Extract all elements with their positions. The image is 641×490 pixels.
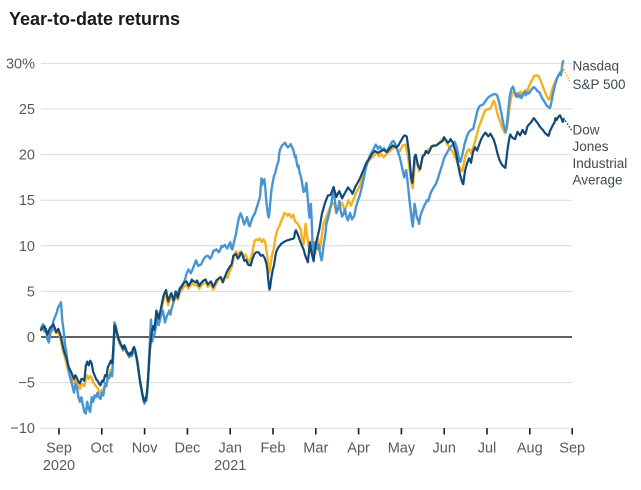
svg-text:−10: −10 bbox=[10, 421, 35, 437]
svg-text:30%: 30% bbox=[6, 56, 35, 72]
svg-text:May: May bbox=[388, 441, 416, 457]
svg-text:−5: −5 bbox=[18, 376, 35, 392]
svg-text:Average: Average bbox=[573, 173, 623, 188]
svg-text:2020: 2020 bbox=[43, 458, 75, 474]
svg-text:2021: 2021 bbox=[214, 458, 246, 474]
svg-text:25: 25 bbox=[19, 102, 35, 118]
svg-text:20: 20 bbox=[19, 148, 35, 164]
svg-text:Nasdaq: Nasdaq bbox=[573, 58, 620, 73]
svg-text:10: 10 bbox=[19, 239, 35, 255]
svg-text:Apr: Apr bbox=[347, 441, 370, 457]
svg-text:Mar: Mar bbox=[303, 441, 328, 457]
svg-text:Jan: Jan bbox=[219, 441, 242, 457]
svg-text:Aug: Aug bbox=[517, 441, 543, 457]
svg-text:Sep: Sep bbox=[559, 441, 585, 457]
svg-text:Sep: Sep bbox=[46, 441, 72, 457]
svg-text:Nov: Nov bbox=[132, 441, 159, 457]
svg-text:Year-to-date returns: Year-to-date returns bbox=[9, 9, 180, 29]
svg-text:Feb: Feb bbox=[261, 441, 286, 457]
svg-text:Industrial: Industrial bbox=[573, 156, 628, 171]
svg-text:5: 5 bbox=[27, 284, 35, 300]
svg-text:Jul: Jul bbox=[478, 441, 497, 457]
svg-text:Jones: Jones bbox=[573, 139, 609, 154]
svg-text:Jun: Jun bbox=[433, 441, 456, 457]
svg-text:0: 0 bbox=[27, 330, 35, 346]
svg-text:15: 15 bbox=[19, 193, 35, 209]
svg-text:Dec: Dec bbox=[175, 441, 201, 457]
svg-text:Oct: Oct bbox=[91, 441, 114, 457]
svg-text:S&P 500: S&P 500 bbox=[573, 77, 626, 92]
svg-text:Dow: Dow bbox=[573, 123, 600, 138]
